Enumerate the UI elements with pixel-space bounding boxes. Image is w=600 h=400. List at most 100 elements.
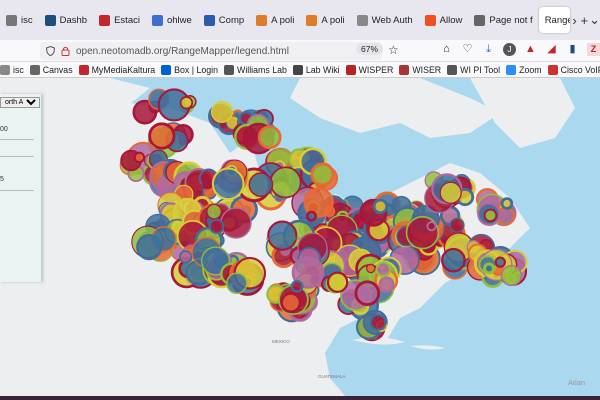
bookmark-label: MyMediaKaltura bbox=[91, 64, 156, 75]
zoom-level[interactable]: 67% bbox=[356, 43, 384, 55]
zotero-icon[interactable]: Z bbox=[587, 43, 600, 56]
tab-7[interactable]: Web Auth bbox=[351, 6, 419, 34]
occurrence-dot bbox=[220, 207, 252, 239]
tab-4[interactable]: Comp bbox=[198, 6, 250, 34]
tab-0[interactable]: isc bbox=[0, 6, 39, 34]
bookmark-item-5[interactable]: Lab Wiki bbox=[292, 64, 340, 75]
tab-favicon-icon bbox=[203, 14, 215, 26]
occurrence-dot bbox=[441, 247, 466, 273]
tab-list-icon[interactable]: ⌄ bbox=[589, 12, 600, 27]
label-united-states: UNITED STATES bbox=[266, 236, 301, 241]
tab-favicon-icon bbox=[356, 14, 368, 26]
label-guatemala: GUATEMALA bbox=[318, 374, 345, 379]
occurrence-dot bbox=[226, 272, 248, 295]
tab-label: A poli bbox=[321, 14, 345, 26]
occurrence-dot bbox=[179, 96, 194, 110]
bookmark-favicon-icon bbox=[224, 64, 235, 75]
occurrence-dot bbox=[148, 122, 176, 150]
shield-icon bbox=[46, 46, 55, 56]
alaska-land bbox=[0, 78, 150, 113]
bookmark-label: Zoom bbox=[519, 64, 542, 75]
nav-toolbar: open.neotomadb.org/RangeMapper/legend.ht… bbox=[0, 40, 600, 62]
region-select[interactable]: orth America bbox=[0, 97, 40, 108]
new-tab-icon[interactable]: + bbox=[580, 12, 589, 28]
bookmark-item-1[interactable]: Canvas bbox=[29, 64, 73, 75]
bookmark-favicon-icon bbox=[161, 64, 172, 75]
panel-slider-2[interactable] bbox=[0, 156, 34, 157]
tab-1[interactable]: Dashb bbox=[39, 6, 93, 34]
bookmark-star-icon[interactable]: ☆ bbox=[388, 43, 399, 57]
bookmark-label: WISPER bbox=[358, 64, 394, 75]
tab-label: Allow bbox=[439, 14, 463, 26]
bookmark-item-6[interactable]: WISPER bbox=[345, 64, 394, 75]
address-bar[interactable]: open.neotomadb.org/RangeMapper/legend.ht… bbox=[40, 42, 382, 60]
profile-icon[interactable]: J bbox=[503, 43, 516, 56]
tab-active-label: Range bbox=[544, 14, 570, 26]
extension-icon[interactable]: ▮ bbox=[569, 43, 576, 55]
range-map[interactable]: UNITED STATES MEXICO CUBA GUATEMALA bbox=[0, 78, 600, 396]
tab-label: Page not f bbox=[489, 14, 533, 26]
tab-favicon-icon bbox=[424, 14, 436, 26]
tab-scroll-icon[interactable]: › bbox=[572, 12, 577, 28]
pdf-extension-icon[interactable]: ▲ bbox=[525, 43, 536, 55]
bookmark-item-8[interactable]: WI PI Tool bbox=[447, 64, 500, 75]
occurrence-dot bbox=[449, 217, 465, 233]
panel-slider-3[interactable] bbox=[0, 190, 34, 191]
occurrence-dot bbox=[269, 166, 302, 199]
tab-favicon-icon bbox=[256, 14, 268, 26]
occurrence-dot bbox=[405, 216, 440, 250]
bookmark-item-9[interactable]: Zoom bbox=[506, 64, 542, 75]
bookmark-favicon-icon bbox=[506, 64, 517, 75]
taskbar-strip bbox=[0, 396, 600, 400]
tab-favicon-icon bbox=[99, 14, 111, 26]
tab-5[interactable]: A poli bbox=[250, 6, 300, 34]
tab-8[interactable]: Allow bbox=[419, 6, 469, 34]
bookmark-item-0[interactable]: isc bbox=[0, 64, 24, 75]
tab-9[interactable]: Page not f bbox=[468, 6, 538, 34]
bookmark-item-10[interactable]: Cisco VoIP bbox=[547, 64, 600, 75]
tab-label: Comp bbox=[218, 14, 245, 26]
bookmark-item-7[interactable]: WISER bbox=[399, 64, 441, 75]
tab-6[interactable]: A poli bbox=[300, 6, 350, 34]
tab-label: Web Auth bbox=[371, 14, 413, 26]
tab-2[interactable]: Estaci bbox=[93, 6, 146, 34]
occurrence-dot bbox=[426, 221, 437, 232]
tab-3[interactable]: ohlwe bbox=[146, 6, 198, 34]
occurrence-dot bbox=[178, 250, 193, 264]
tab-label: A poli bbox=[271, 14, 295, 26]
tab-favicon-icon bbox=[151, 14, 163, 26]
tab-active[interactable]: Range ✕ bbox=[538, 7, 570, 33]
tab-label: ohlwe bbox=[166, 14, 192, 26]
occurrence-dot bbox=[267, 220, 298, 251]
tab-favicon-icon bbox=[474, 14, 486, 26]
pocket-icon[interactable]: ♡ bbox=[462, 43, 473, 55]
tab-favicon-icon bbox=[6, 14, 17, 26]
legend-panel: orth America 00 5 bbox=[0, 94, 42, 282]
bookmark-item-2[interactable]: MyMediaKaltura bbox=[78, 64, 156, 75]
occurrence-dot bbox=[257, 125, 282, 150]
download-icon[interactable]: ⤓ bbox=[486, 43, 491, 55]
container-icon[interactable]: ⌂ bbox=[443, 43, 450, 55]
label-cuba: CUBA bbox=[368, 336, 381, 341]
bookmark-item-4[interactable]: Williams Lab bbox=[224, 64, 287, 75]
panel-slider-1[interactable] bbox=[0, 139, 34, 140]
bookmark-label: Box | Login bbox=[174, 64, 219, 75]
bookmark-label: isc bbox=[13, 64, 24, 75]
tab-label: Dashb bbox=[59, 14, 88, 26]
occurrence-dot bbox=[310, 162, 335, 187]
bookmark-label: Lab Wiki bbox=[305, 64, 340, 75]
tab-bar: isc Dashb Estaci ohlwe Comp A poli A poli Web A… bbox=[0, 0, 600, 40]
occurrence-dot bbox=[248, 172, 274, 197]
bookmark-favicon-icon bbox=[78, 64, 89, 75]
occurrence-dot bbox=[290, 279, 304, 293]
bookmark-favicon-icon bbox=[399, 64, 410, 75]
tab-favicon-icon bbox=[306, 14, 318, 26]
bookmark-favicon-icon bbox=[447, 64, 458, 75]
pdf-tool-icon[interactable]: ◢ bbox=[547, 43, 556, 55]
tab-label: Estaci bbox=[114, 14, 140, 26]
bookmark-favicon-icon bbox=[0, 64, 10, 75]
bookmark-item-3[interactable]: Box | Login bbox=[161, 64, 219, 75]
bookmark-label: Canvas bbox=[42, 64, 73, 75]
arctic-islands-land bbox=[290, 78, 500, 138]
map-viewport[interactable]: UNITED STATES MEXICO CUBA GUATEMALA orth… bbox=[0, 78, 600, 396]
